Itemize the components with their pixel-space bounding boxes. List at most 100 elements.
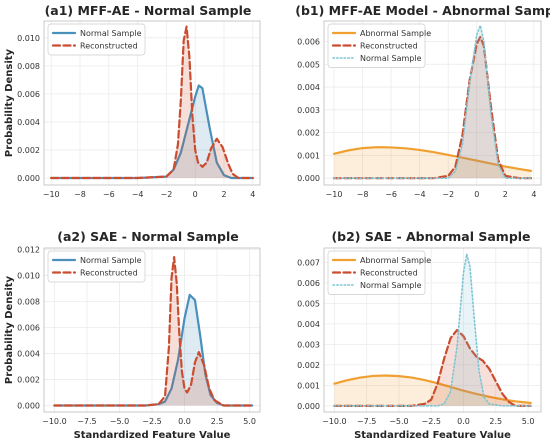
panel-1-x-tick-label: 0: [193, 190, 198, 199]
panel-1-legend-label-1: Normal Sample: [80, 29, 142, 38]
panel-3-legend-label-1: Normal Sample: [80, 256, 142, 265]
panel-2-legend-label-2: Reconstructed: [360, 42, 418, 51]
panel-2-y-tick-label: 0.005: [297, 60, 320, 69]
panel-4-x-tick-label: −5.0: [389, 417, 408, 426]
panel-1-y-tick-label: 0.008: [17, 62, 40, 71]
panel-1-plot-area: [50, 25, 254, 180]
panel-3-y-tick-label: 0.008: [17, 297, 40, 306]
panel-1-y-tick-label: 0.010: [17, 34, 40, 43]
panel-3-y-tick-label: 0.010: [17, 271, 40, 280]
panel-3-x-axis-label: Standardized Feature Value: [74, 430, 231, 441]
panel-4-y-tick-label: 0.003: [297, 340, 320, 349]
panel-1-y-tick-label: 0.006: [17, 90, 40, 99]
panel-4-y-tick-label: 0.002: [297, 361, 320, 370]
panel-2-x-tick-label: −2: [442, 190, 454, 199]
panel-1-x-tick-label: 2: [221, 190, 226, 199]
panel-2-series-3-line: [333, 24, 532, 179]
panel-3-y-tick-label: 0.004: [17, 349, 40, 358]
panel-1-y-tick-label: 0.002: [17, 146, 40, 155]
panel-4-y-tick-label: 0.000: [297, 402, 320, 411]
panel-4-x-tick-label: −7.5: [357, 417, 376, 426]
panel-2-y-tick-label: 0.004: [297, 83, 320, 92]
panel-3-series-1-fill: [54, 294, 253, 406]
panel-2-series-2-line: [332, 35, 533, 180]
panel-1-x-tick-label: −8: [74, 190, 86, 199]
panel-4-legend-box: [327, 250, 426, 295]
panel-4-x-tick-label: 5.0: [522, 417, 535, 426]
panel-1-y-axis-label: Probability Density: [4, 48, 15, 157]
panel-1-title: (a1) MFF-AE - Normal Sample: [45, 3, 252, 18]
panel-3-title: (a2) SAE - Normal Sample: [57, 229, 239, 244]
panel-2-legend-label-1: Abnormal Sample: [360, 29, 431, 38]
panel-3-x-tick-label: −2.5: [142, 417, 161, 426]
panel-2-x-tick-label: 0: [474, 190, 479, 199]
panel-3-series-1-line: [53, 293, 254, 407]
panel-4-series-2-line: [333, 328, 532, 407]
panel-4-x-tick-label: −10.0: [322, 417, 347, 426]
panel-1-series-2-line: [50, 25, 254, 180]
panel-3-x-tick-label: −7.5: [77, 417, 96, 426]
panel-4-plot-area: [333, 253, 532, 407]
panel-2-x-tick-label: −6: [385, 190, 397, 199]
panel-3-x-tick-label: −10.0: [42, 417, 67, 426]
panel-4-y-tick-label: 0.007: [297, 258, 320, 267]
panel-4-x-tick-label: 0.0: [457, 417, 470, 426]
panel-2-series-2-fill: [333, 36, 532, 179]
panel-1-y-tick-label: 0.004: [17, 118, 40, 127]
panel-2-x-tick-label: −8: [357, 190, 369, 199]
panel-4-legend-label-2: Reconstructed: [360, 269, 418, 278]
panel-4-series-3-line: [333, 253, 532, 407]
panel-4-title: (b2) SAE - Abnormal Sample: [331, 229, 530, 244]
panel-2-x-tick-label: −4: [414, 190, 426, 199]
panel-2-y-tick-label: 0.002: [297, 129, 320, 138]
panel-1-frame: [43, 20, 261, 186]
panel-2-legend-box: [327, 23, 426, 68]
panel-3-legend-box: [47, 250, 146, 283]
panel-3-y-tick-label: 0.006: [17, 323, 40, 332]
panel-2: −10 −8 −6 −4 −2 0 2 4 0.000 0.001 0.002 0.003 0.004 0…: [295, 3, 550, 199]
panel-4: −10.0 −7.5 −5.0 −2.5 0.0 2.5 5.0 0.000 0.001 0.00…: [297, 229, 542, 441]
panel-2-x-tick-label: 2: [503, 190, 508, 199]
panel-4-legend-label-3: Normal Sample: [360, 281, 422, 290]
panel-2-y-tick-label: 0.000: [297, 174, 320, 183]
panel-4-y-tick-label: 0.005: [297, 299, 320, 308]
panel-2-frame: [323, 20, 542, 186]
panel-2-plot-area: [332, 24, 533, 180]
panel-1-x-tick-label: −4: [132, 190, 144, 199]
panel-3-y-tick-label: 0.012: [17, 245, 40, 254]
panel-3-y-axis-label: Probability Density: [4, 275, 15, 384]
panel-4-y-tick-label: 0.001: [297, 381, 320, 390]
panel-4-legend-label-1: Abnormal Sample: [360, 256, 431, 265]
panel-3-x-tick-label: −5.0: [110, 417, 129, 426]
panel-4-series-1-line: [333, 374, 532, 405]
panel-3-x-tick-label: 2.5: [211, 417, 224, 426]
panel-4-x-tick-label: 2.5: [489, 417, 502, 426]
panel-3-plot-area: [53, 256, 254, 407]
panel-2-title: (b1) MFF-AE Model - Abnormal Sample: [295, 3, 550, 18]
panel-2-legend-label-3: Normal Sample: [360, 54, 422, 63]
panel-3-legend-label-2: Reconstructed: [80, 269, 138, 278]
panel-2-x-tick-label: 4: [531, 190, 536, 199]
panel-2-series-3-fill: [333, 25, 532, 179]
panel-1: −10 −8 −6 −4 −2 0 2 4 0.000 0.002 0.004 0.006 0.008 0…: [4, 3, 261, 199]
panel-4-y-tick-label: 0.004: [297, 320, 320, 329]
panel-4-x-tick-label: −2.5: [421, 417, 440, 426]
panel-2-y-tick-label: 0.001: [297, 151, 320, 160]
panel-2-series-1-fill: [333, 147, 532, 179]
panel-4-x-axis-label: Standardized Feature Value: [354, 430, 511, 441]
panel-3-series-2-fill: [54, 257, 253, 406]
panel-1-x-tick-label: −6: [103, 190, 115, 199]
panel-1-y-tick-label: 0.000: [17, 174, 40, 183]
panel-3-x-tick-label: 0.0: [178, 417, 191, 426]
panel-1-x-tick-label: 4: [250, 190, 255, 199]
panel-3: −10.0 −7.5 −5.0 −2.5 0.0 2.5 5.0 0.000 0.002 0.00…: [4, 229, 261, 441]
panel-4-y-tick-label: 0.006: [297, 279, 320, 288]
panel-3-y-tick-label: 0.000: [17, 401, 40, 410]
panel-2-y-tick-label: 0.003: [297, 106, 320, 115]
panel-1-x-tick-label: −2: [161, 190, 173, 199]
panel-4-series-1-fill: [334, 375, 531, 406]
panel-4-frame: [323, 247, 542, 413]
panel-3-frame: [43, 247, 261, 413]
